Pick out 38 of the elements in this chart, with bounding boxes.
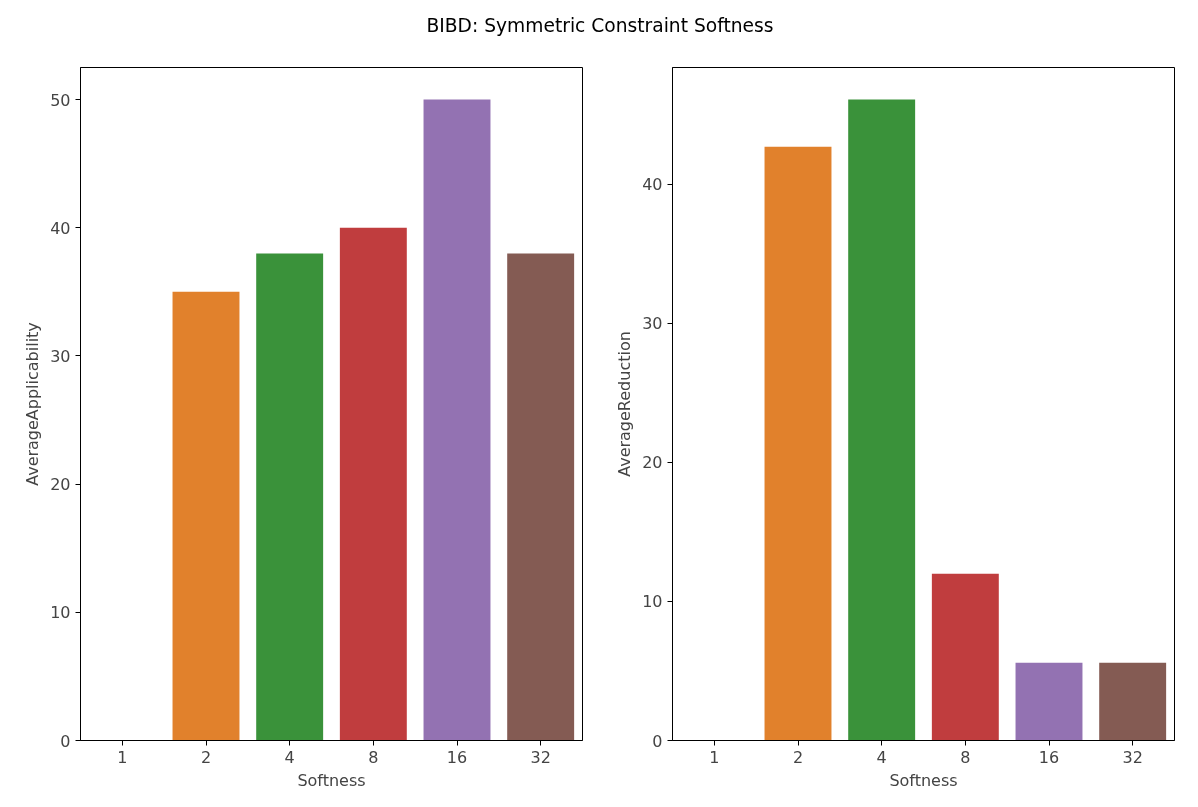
x-tick-label: 2 (200, 747, 212, 767)
bar (848, 99, 916, 741)
y-tick-label: 40 (50, 218, 71, 238)
bar (1015, 662, 1083, 741)
bar (764, 146, 832, 741)
x-tick-label: 1 (709, 747, 720, 767)
x-axis-title: Softness (889, 770, 958, 790)
bar (256, 253, 324, 741)
x-tick-label: 8 (368, 747, 379, 767)
x-tick-label: 4 (876, 747, 887, 767)
bar (931, 573, 999, 741)
x-tick-label: 1 (117, 747, 128, 767)
x-tick-label: 8 (960, 747, 971, 767)
y-tick-label: 0 (652, 731, 663, 751)
x-tick-label: 32 (530, 747, 551, 767)
x-tick-label: 32 (1122, 747, 1143, 767)
bar (507, 253, 575, 741)
y-tick-label: 10 (50, 603, 71, 623)
y-tick-label: 30 (50, 346, 71, 366)
y-axis-title: AverageReduction (615, 331, 635, 477)
x-tick-label: 2 (792, 747, 804, 767)
bar (172, 291, 240, 741)
y-tick-label: 40 (642, 175, 663, 195)
y-tick-label: 20 (642, 453, 663, 473)
x-tick-label: 16 (446, 747, 468, 767)
bar (339, 227, 407, 741)
y-tick-label: 0 (60, 731, 71, 751)
chart-title: BIBD: Symmetric Constraint Softness (426, 14, 774, 38)
bar (1099, 662, 1167, 741)
y-axis-title: AverageApplicability (23, 322, 43, 486)
x-tick-label: 16 (1038, 747, 1060, 767)
x-tick-label: 4 (284, 747, 295, 767)
bar (423, 99, 491, 741)
x-axis-title: Softness (297, 770, 366, 790)
y-tick-label: 50 (50, 90, 71, 110)
y-tick-label: 30 (642, 314, 663, 334)
y-tick-label: 20 (50, 475, 71, 495)
y-tick-label: 10 (642, 592, 663, 612)
